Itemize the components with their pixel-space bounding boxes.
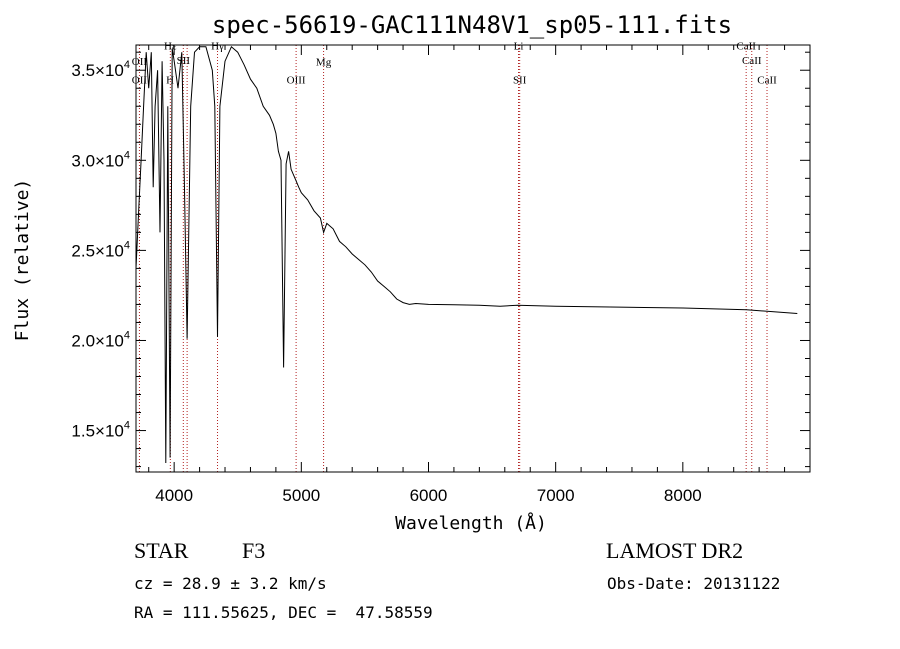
x-tick-label: 5000 bbox=[282, 486, 320, 505]
survey-name: LAMOST DR2 bbox=[606, 538, 744, 563]
y-axis-ticks: 1.5×104 2.0×104 2.5×104 3.0×104 3.5×104 bbox=[71, 51, 810, 468]
y-tick-label: 3.5×104 bbox=[71, 59, 130, 80]
coordinates-text: RA = 111.55625, DEC = 47.58559 bbox=[134, 603, 433, 622]
object-subclass: F3 bbox=[242, 538, 266, 563]
x-tick-label: 8000 bbox=[664, 486, 702, 505]
spectral-line-label: CaII bbox=[736, 41, 756, 53]
spectral-line-label: H bbox=[166, 75, 174, 87]
spectral-line-label: SII bbox=[177, 55, 191, 67]
x-tick-label: 7000 bbox=[537, 486, 575, 505]
x-axis-ticks: 4000 5000 6000 7000 8000 bbox=[148, 45, 786, 505]
chart-title: spec-56619-GAC111N48V1_sp05-111.fits bbox=[212, 11, 732, 39]
spectral-line-label: Hγ bbox=[211, 41, 224, 53]
obs-date-text: Obs-Date: 20131122 bbox=[607, 574, 781, 593]
spectral-line-label: CaII bbox=[757, 75, 777, 87]
x-tick-label: 6000 bbox=[410, 486, 448, 505]
x-axis-label: Wavelength (Å) bbox=[395, 512, 547, 534]
plot-frame bbox=[135, 44, 811, 473]
y-tick-label: 3.0×104 bbox=[71, 149, 130, 170]
y-tick-label: 2.5×104 bbox=[71, 239, 130, 260]
spectral-line-label: CaII bbox=[742, 55, 762, 67]
y-tick-label: 2.0×104 bbox=[71, 329, 130, 350]
spectral-line-label: OIII bbox=[287, 75, 306, 87]
y-tick-label: 1.5×104 bbox=[71, 420, 130, 441]
spectrum-line bbox=[135, 45, 798, 464]
x-tick-label: 4000 bbox=[155, 486, 193, 505]
spectral-line-markers bbox=[138, 45, 768, 472]
spectral-line-label: SII bbox=[513, 75, 527, 87]
redshift-text: cz = 28.9 ± 3.2 km/s bbox=[134, 574, 327, 593]
spectral-line-label: Li bbox=[514, 41, 524, 53]
y-axis-label: Flux (relative) bbox=[12, 179, 33, 342]
object-class: STAR bbox=[134, 538, 189, 563]
spectral-line-label: Mg bbox=[316, 57, 332, 69]
spectral-line-label: Hε bbox=[164, 41, 177, 53]
